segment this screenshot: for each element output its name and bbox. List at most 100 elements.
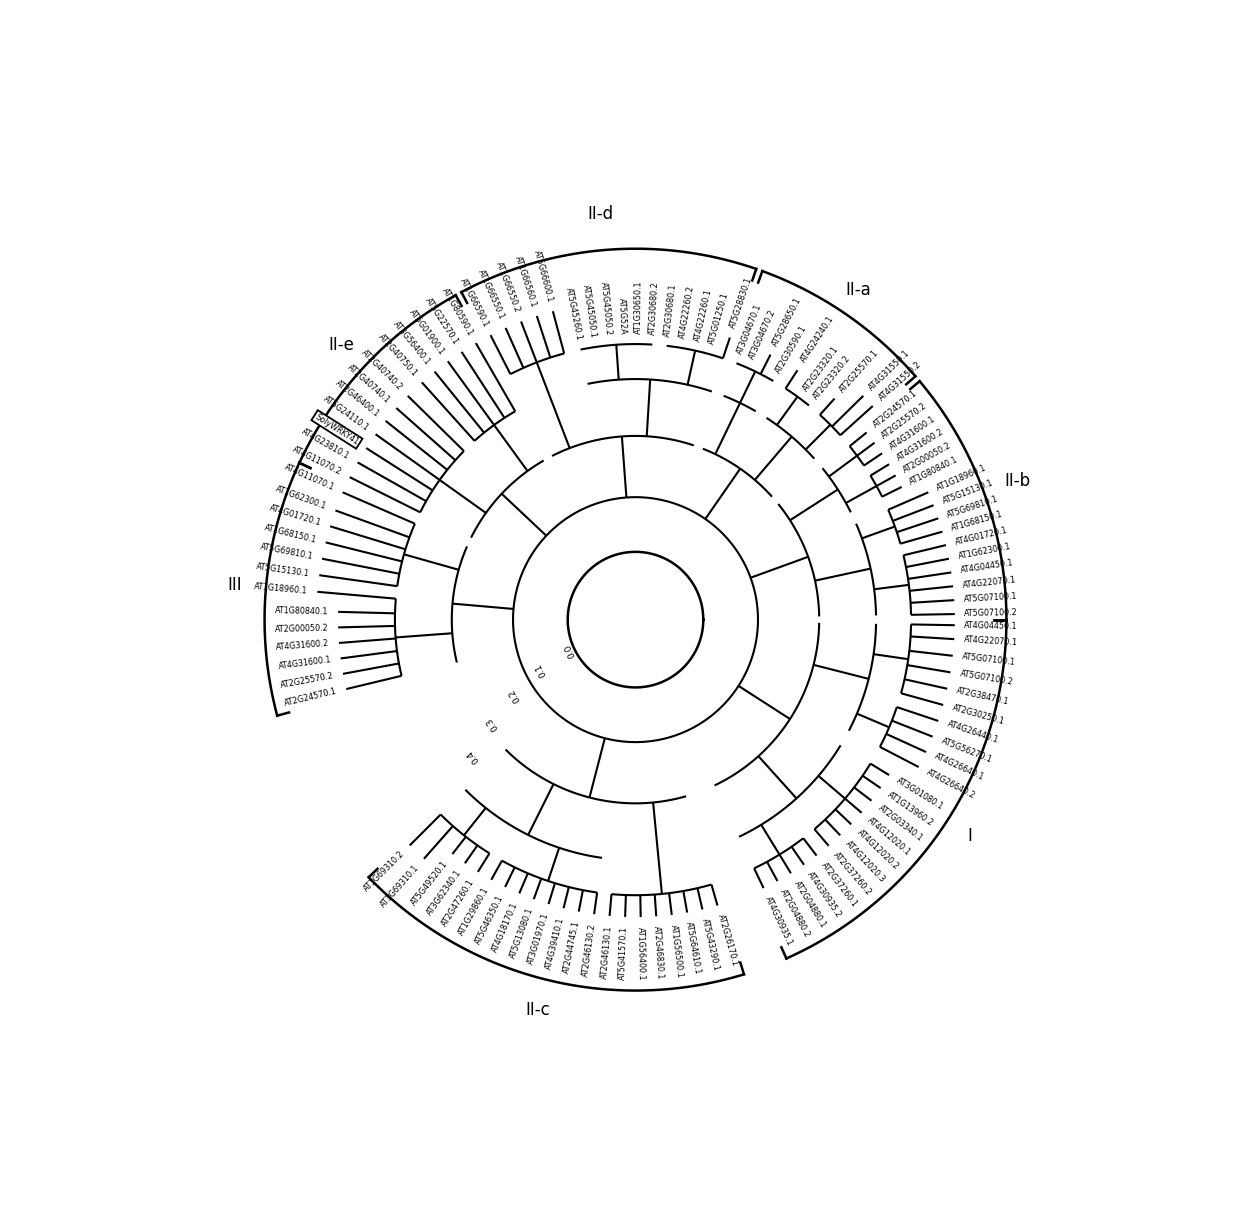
Text: AT1G56400.1: AT1G56400.1 bbox=[636, 926, 646, 980]
Text: AT1G80840.1: AT1G80840.1 bbox=[275, 606, 329, 616]
Text: AT5G45050.2: AT5G45050.2 bbox=[599, 282, 613, 336]
Text: AT1G29860.1: AT1G29860.1 bbox=[456, 886, 491, 937]
Text: AT4G30935.2: AT4G30935.2 bbox=[806, 870, 843, 919]
Text: AT2G04880.2: AT2G04880.2 bbox=[777, 887, 811, 939]
Text: AT5G24110.1: AT5G24110.1 bbox=[321, 394, 371, 432]
Text: AT5G01250.1: AT5G01250.1 bbox=[707, 292, 730, 346]
Text: AT3G56400.1: AT3G56400.1 bbox=[392, 319, 432, 367]
Text: SolyWRKY41: SolyWRKY41 bbox=[314, 412, 361, 447]
Text: AT4G22070.1: AT4G22070.1 bbox=[963, 636, 1018, 648]
Text: AT5G22570.1: AT5G22570.1 bbox=[423, 296, 460, 346]
Text: AT2G46130.1: AT2G46130.1 bbox=[600, 925, 614, 979]
Text: AT2G00050.2: AT2G00050.2 bbox=[901, 440, 954, 475]
Text: AT4G22070.1: AT4G22070.1 bbox=[962, 575, 1017, 590]
Text: AT1G68150.1: AT1G68150.1 bbox=[950, 510, 1004, 534]
Text: AT5G07100.2: AT5G07100.2 bbox=[965, 609, 1018, 618]
Text: AT5G64610.1: AT5G64610.1 bbox=[684, 921, 703, 975]
Text: AT5G41570.1: AT5G41570.1 bbox=[619, 926, 629, 980]
Text: AT2G25570.2: AT2G25570.2 bbox=[879, 401, 929, 440]
Text: AT1G68150.1: AT1G68150.1 bbox=[263, 523, 317, 545]
Text: AT4G26640.1: AT4G26640.1 bbox=[932, 752, 986, 783]
Text: AT5G13080.1: AT5G13080.1 bbox=[508, 907, 534, 960]
Text: I: I bbox=[967, 827, 972, 845]
Text: AT3G04670.2: AT3G04670.2 bbox=[748, 308, 777, 361]
Text: AT5G07100.2: AT5G07100.2 bbox=[960, 670, 1013, 687]
Text: AT4G30935.1: AT4G30935.1 bbox=[764, 894, 795, 947]
Text: AT2G24570.1: AT2G24570.1 bbox=[284, 687, 339, 708]
Text: AT2G37260.2: AT2G37260.2 bbox=[832, 850, 873, 897]
Text: AT5G28650.1: AT5G28650.1 bbox=[771, 296, 804, 348]
Text: AT1G80840.1: AT1G80840.1 bbox=[908, 455, 960, 487]
Text: AT2G38470.1: AT2G38470.1 bbox=[956, 686, 1009, 707]
Text: AT4G24240.1: AT4G24240.1 bbox=[799, 314, 836, 364]
Text: AT2G24570.1: AT2G24570.1 bbox=[872, 389, 919, 429]
Text: AT5G49520.1: AT5G49520.1 bbox=[409, 859, 450, 907]
Text: AT2G40750.1: AT2G40750.1 bbox=[376, 333, 419, 378]
Text: AT4G11070.2: AT4G11070.2 bbox=[291, 445, 343, 477]
Text: II-c: II-c bbox=[526, 1001, 551, 1020]
Text: AT2G23320.2: AT2G23320.2 bbox=[811, 353, 852, 401]
Text: AT1G13960.2: AT1G13960.2 bbox=[887, 790, 935, 828]
Text: II-e: II-e bbox=[329, 336, 355, 355]
Text: AT4G22260.2: AT4G22260.2 bbox=[678, 285, 696, 339]
Text: AT4G23810.1: AT4G23810.1 bbox=[300, 427, 351, 461]
Text: AT4G12020.1: AT4G12020.1 bbox=[866, 816, 913, 858]
Text: AT2G46400.1: AT2G46400.1 bbox=[334, 378, 381, 418]
Text: AT2G23320.1: AT2G23320.1 bbox=[801, 345, 841, 393]
Text: AT2G30590.1: AT2G30590.1 bbox=[774, 324, 808, 375]
Text: AT2G46830.1: AT2G46830.1 bbox=[652, 925, 665, 979]
Text: AT1G66550.1: AT1G66550.1 bbox=[476, 269, 506, 321]
Text: AT2G04880.1: AT2G04880.1 bbox=[792, 879, 828, 929]
Text: AT4G12020.3: AT4G12020.3 bbox=[843, 839, 887, 885]
Text: AT5G07100.1: AT5G07100.1 bbox=[962, 653, 1016, 667]
Text: AT2G44745.1: AT2G44745.1 bbox=[562, 920, 582, 974]
Text: AT4G31600.1: AT4G31600.1 bbox=[278, 655, 331, 671]
Text: AT4G18170.1: AT4G18170.1 bbox=[491, 901, 520, 953]
Text: 0.3: 0.3 bbox=[485, 715, 500, 733]
Text: AT5G46350.1: AT5G46350.1 bbox=[474, 893, 505, 946]
Text: AT5G69810.1: AT5G69810.1 bbox=[259, 542, 314, 561]
Text: AT1G18960.1: AT1G18960.1 bbox=[254, 582, 309, 595]
Text: AT2G26170.1: AT2G26170.1 bbox=[715, 914, 739, 968]
Text: III: III bbox=[227, 575, 242, 594]
Text: 0.2: 0.2 bbox=[507, 687, 522, 703]
Text: AT1G30650.1: AT1G30650.1 bbox=[634, 281, 644, 335]
Text: AT2G30250.1: AT2G30250.1 bbox=[951, 703, 1006, 726]
Text: AT5G56270.1: AT5G56270.1 bbox=[940, 736, 993, 764]
Text: AT4G22260.1: AT4G22260.1 bbox=[693, 288, 713, 342]
Text: AT2G40740.1: AT2G40740.1 bbox=[346, 363, 392, 405]
Text: AT4G12020.2: AT4G12020.2 bbox=[856, 828, 900, 871]
Text: AT1G69310.2: AT1G69310.2 bbox=[362, 849, 405, 893]
Text: AT4G01720.1: AT4G01720.1 bbox=[268, 503, 322, 528]
Text: AT5G52A: AT5G52A bbox=[618, 298, 627, 335]
Text: AT2G37260.1: AT2G37260.1 bbox=[818, 860, 859, 909]
Text: AT4G04450.1: AT4G04450.1 bbox=[960, 558, 1014, 575]
Text: AT1G62300.1: AT1G62300.1 bbox=[274, 485, 327, 512]
Text: AT5G01900.1: AT5G01900.1 bbox=[407, 308, 446, 356]
Text: AT2G40740.2: AT2G40740.2 bbox=[360, 348, 404, 393]
Text: II-b: II-b bbox=[1004, 471, 1030, 490]
Text: AT1G66550.2: AT1G66550.2 bbox=[495, 261, 522, 314]
Text: AT1G66590.1: AT1G66590.1 bbox=[458, 277, 490, 329]
Text: AT2G25570.1: AT2G25570.1 bbox=[837, 348, 880, 394]
Text: AT2G30680.1: AT2G30680.1 bbox=[663, 282, 678, 336]
Text: AT1G80590.1: AT1G80590.1 bbox=[440, 286, 475, 337]
Text: 0.1: 0.1 bbox=[533, 661, 548, 679]
Text: AT5G28830.1: AT5G28830.1 bbox=[729, 276, 754, 330]
Text: AT1G18960.1: AT1G18960.1 bbox=[935, 463, 988, 492]
Text: 0.0: 0.0 bbox=[563, 642, 577, 659]
Text: AT1G66560.1: AT1G66560.1 bbox=[513, 254, 538, 308]
Text: AT2G30680.2: AT2G30680.2 bbox=[649, 281, 661, 335]
Text: AT4G31550.2: AT4G31550.2 bbox=[877, 361, 923, 402]
Text: AT5G07100.1: AT5G07100.1 bbox=[963, 591, 1018, 604]
Text: II-d: II-d bbox=[587, 205, 613, 223]
Text: AT2G03340.1: AT2G03340.1 bbox=[877, 802, 924, 843]
Text: AT2G25570.2: AT2G25570.2 bbox=[279, 671, 335, 690]
Text: AT3G62340.1: AT3G62340.1 bbox=[425, 869, 463, 918]
Text: AT3G01970.1: AT3G01970.1 bbox=[526, 912, 551, 966]
Text: AT2G47260.1: AT2G47260.1 bbox=[440, 877, 476, 928]
Text: AT5G15130.1: AT5G15130.1 bbox=[255, 562, 310, 578]
Text: AT4G31600.2: AT4G31600.2 bbox=[895, 427, 945, 463]
Text: AT5G66600.1: AT5G66600.1 bbox=[532, 249, 554, 303]
Text: AT4G04450.1: AT4G04450.1 bbox=[965, 621, 1018, 631]
